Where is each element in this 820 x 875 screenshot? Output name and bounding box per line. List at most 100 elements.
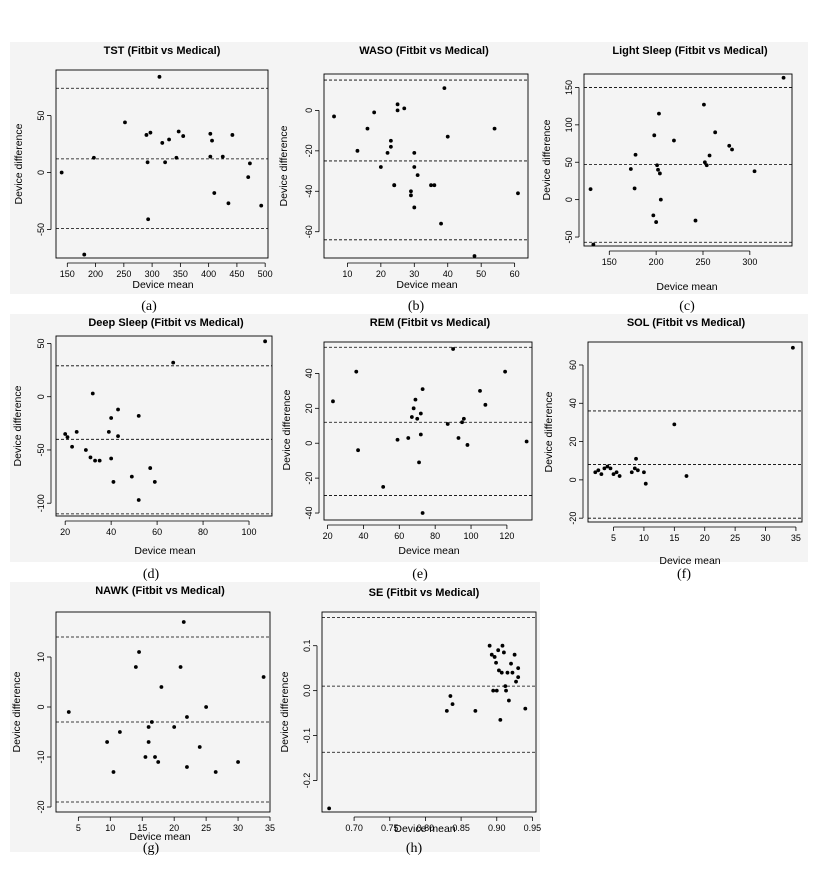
y-axis-label: Device difference <box>279 671 291 752</box>
data-point <box>654 220 659 224</box>
data-point <box>109 456 114 461</box>
data-point <box>523 706 528 711</box>
data-point <box>406 436 411 440</box>
data-point <box>516 191 520 196</box>
y-tick-label: -0.1 <box>302 728 312 744</box>
data-point <box>448 694 453 698</box>
y-tick-label: 0 <box>36 170 46 175</box>
data-point <box>136 498 141 502</box>
data-point <box>174 155 179 160</box>
data-point <box>146 740 151 744</box>
y-tick-label: -40 <box>304 185 314 198</box>
panel-caption: (g) <box>143 841 160 856</box>
data-point <box>137 650 141 654</box>
x-tick-label: 20 <box>700 533 710 543</box>
plot-frame <box>587 341 803 523</box>
x-axis-label: Device mean <box>398 545 459 557</box>
data-point <box>588 187 593 192</box>
data-point <box>159 685 164 689</box>
data-point <box>412 150 417 155</box>
data-point <box>178 665 183 669</box>
y-tick-label: -20 <box>36 800 46 813</box>
data-point <box>505 670 510 675</box>
plot-frame <box>55 335 273 517</box>
data-point <box>59 170 64 175</box>
x-tick-label: 450 <box>229 269 244 279</box>
x-tick-label: 60 <box>152 527 162 537</box>
data-point <box>487 643 492 648</box>
data-point <box>212 191 217 195</box>
data-point <box>97 458 102 463</box>
x-tick-label: 10 <box>639 533 649 543</box>
data-point <box>415 173 420 177</box>
data-point <box>261 675 266 679</box>
x-axis-label: Device mean <box>394 823 455 835</box>
chart-title: Light Sleep (Fitbit vs Medical) <box>612 45 768 57</box>
y-tick-label: -100 <box>36 494 46 512</box>
data-point <box>143 755 148 759</box>
x-tick-label: 200 <box>88 269 103 279</box>
data-point <box>730 147 734 152</box>
data-point <box>506 698 511 703</box>
data-point <box>444 708 449 713</box>
data-point <box>412 205 417 210</box>
data-point <box>492 126 497 131</box>
y-tick-label: 50 <box>36 338 46 348</box>
y-tick-label: 10 <box>36 652 46 662</box>
data-point <box>442 86 447 91</box>
x-tick-label: 10 <box>105 823 115 833</box>
y-tick-label: 0.0 <box>302 684 312 697</box>
x-axis-label: Device mean <box>656 281 717 293</box>
x-tick-label: 300 <box>742 257 757 267</box>
x-tick-label: 40 <box>106 527 116 537</box>
data-point <box>90 391 95 396</box>
data-point <box>704 163 709 168</box>
y-tick-label: 40 <box>304 368 314 378</box>
x-tick-label: 200 <box>649 257 664 267</box>
data-point <box>656 167 660 172</box>
data-point <box>146 217 151 222</box>
y-tick-label: -20 <box>304 144 314 157</box>
data-point <box>632 466 637 471</box>
data-point <box>502 650 506 655</box>
x-tick-label: 10 <box>342 269 352 279</box>
data-point <box>93 458 97 463</box>
data-point <box>208 154 213 159</box>
data-point <box>331 399 335 404</box>
data-point <box>524 439 529 444</box>
scatter-panel-6: 5 10 15 20 25 30 35 -20 0 20 40 60 SOL (Fitbit vs Me… <box>540 314 808 582</box>
data-point <box>727 143 732 148</box>
x-tick-label: 5 <box>611 533 616 543</box>
data-point <box>492 655 497 659</box>
data-point <box>70 444 74 449</box>
data-point <box>461 416 466 421</box>
data-point <box>413 397 418 402</box>
data-point <box>429 183 433 188</box>
y-axis-label: Device difference <box>278 125 290 206</box>
x-tick-label: 80 <box>198 527 208 537</box>
data-point <box>145 160 150 165</box>
x-tick-label: 100 <box>464 531 479 541</box>
data-point <box>503 684 508 689</box>
data-point <box>167 137 171 142</box>
data-point <box>498 717 503 722</box>
y-tick-label: -50 <box>36 443 46 456</box>
data-point <box>409 415 414 419</box>
x-tick-label: 40 <box>443 269 453 279</box>
data-point <box>596 468 601 473</box>
data-point <box>259 203 264 208</box>
chart-title: WASO (Fitbit vs Medical) <box>359 45 489 57</box>
data-point <box>392 183 397 188</box>
data-point <box>83 448 88 452</box>
x-tick-label: 100 <box>242 527 257 537</box>
data-point <box>617 474 622 478</box>
data-point <box>156 760 161 764</box>
y-tick-label: -10 <box>36 750 46 763</box>
data-point <box>402 106 407 111</box>
data-point <box>123 120 127 125</box>
data-point <box>450 702 455 707</box>
data-point <box>473 708 478 713</box>
y-tick-label: 0 <box>304 108 314 113</box>
data-point <box>632 186 637 191</box>
data-point <box>388 138 393 143</box>
